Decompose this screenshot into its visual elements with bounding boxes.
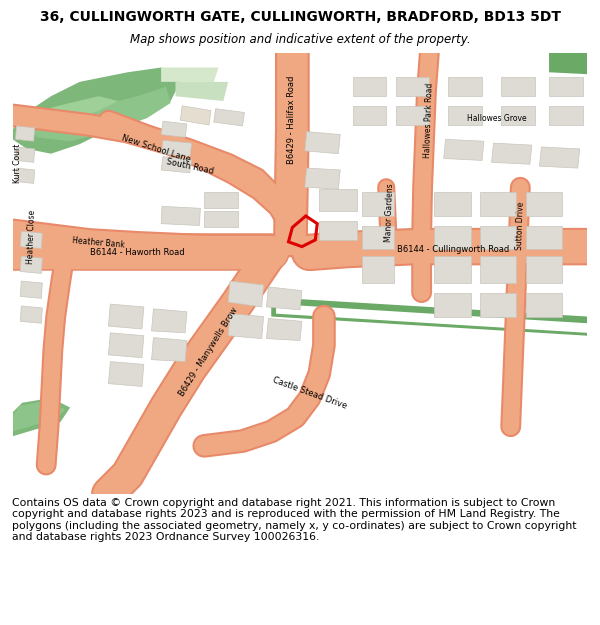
Polygon shape — [319, 189, 358, 211]
Text: South Road: South Road — [166, 157, 214, 176]
Polygon shape — [319, 221, 358, 240]
Text: Contains OS data © Crown copyright and database right 2021. This information is : Contains OS data © Crown copyright and d… — [12, 498, 577, 542]
Polygon shape — [448, 106, 482, 125]
Polygon shape — [204, 211, 238, 227]
Polygon shape — [353, 106, 386, 125]
Polygon shape — [214, 109, 244, 126]
Polygon shape — [161, 68, 218, 82]
Polygon shape — [480, 226, 517, 249]
Polygon shape — [13, 398, 70, 436]
Polygon shape — [526, 292, 562, 316]
Polygon shape — [32, 87, 170, 141]
Polygon shape — [362, 226, 394, 249]
Polygon shape — [109, 361, 144, 386]
Polygon shape — [549, 53, 587, 58]
Polygon shape — [362, 192, 394, 216]
Text: 36, CULLINGWORTH GATE, CULLINGWORTH, BRADFORD, BD13 5DT: 36, CULLINGWORTH GATE, CULLINGWORTH, BRA… — [40, 10, 560, 24]
Text: Map shows position and indicative extent of the property.: Map shows position and indicative extent… — [130, 33, 470, 46]
Polygon shape — [501, 77, 535, 96]
Polygon shape — [161, 121, 187, 138]
Polygon shape — [109, 333, 144, 357]
Polygon shape — [305, 132, 340, 154]
Polygon shape — [152, 309, 187, 333]
Polygon shape — [152, 338, 187, 361]
Polygon shape — [526, 256, 562, 283]
Polygon shape — [51, 96, 118, 120]
Polygon shape — [161, 157, 192, 173]
Polygon shape — [396, 106, 430, 125]
Polygon shape — [228, 314, 263, 339]
Polygon shape — [396, 77, 430, 96]
Polygon shape — [204, 192, 238, 208]
Polygon shape — [161, 206, 200, 226]
Polygon shape — [539, 147, 580, 168]
Polygon shape — [228, 281, 263, 307]
Polygon shape — [20, 231, 43, 249]
Polygon shape — [161, 140, 192, 157]
Polygon shape — [480, 256, 517, 283]
Polygon shape — [20, 256, 43, 274]
Text: Hallowes Park Road: Hallowes Park Road — [424, 82, 435, 158]
Polygon shape — [175, 82, 228, 101]
Text: Kurt Court: Kurt Court — [13, 144, 22, 183]
Polygon shape — [526, 226, 562, 249]
Polygon shape — [16, 126, 35, 141]
Text: Sutton Drive: Sutton Drive — [515, 201, 526, 250]
Text: New School Lane: New School Lane — [121, 134, 192, 164]
Polygon shape — [549, 106, 583, 125]
Polygon shape — [434, 192, 470, 216]
Polygon shape — [501, 106, 535, 125]
Polygon shape — [549, 77, 583, 96]
Polygon shape — [305, 168, 340, 189]
Polygon shape — [13, 68, 180, 154]
Polygon shape — [443, 139, 484, 161]
Polygon shape — [480, 192, 517, 216]
Polygon shape — [16, 168, 35, 183]
Polygon shape — [448, 77, 482, 96]
Text: Hallowes Grove: Hallowes Grove — [467, 114, 526, 122]
Polygon shape — [266, 319, 302, 341]
Text: B6144 - Cullingworth Road: B6144 - Cullingworth Road — [397, 245, 509, 254]
Polygon shape — [434, 256, 470, 283]
Polygon shape — [20, 306, 43, 323]
Polygon shape — [180, 106, 211, 125]
Polygon shape — [434, 226, 470, 249]
Polygon shape — [271, 298, 587, 336]
Polygon shape — [109, 304, 144, 329]
Polygon shape — [16, 147, 35, 162]
Polygon shape — [549, 58, 587, 74]
Polygon shape — [480, 292, 517, 316]
Polygon shape — [362, 256, 394, 283]
Polygon shape — [434, 292, 470, 316]
Text: Manor Gardens: Manor Gardens — [383, 184, 395, 242]
Polygon shape — [276, 304, 587, 333]
Polygon shape — [491, 143, 532, 164]
Polygon shape — [266, 287, 302, 310]
Polygon shape — [526, 192, 562, 216]
Polygon shape — [353, 77, 386, 96]
Text: Heather Bank: Heather Bank — [72, 236, 125, 249]
Text: B6429 - Manywells Brow: B6429 - Manywells Brow — [178, 306, 240, 398]
Polygon shape — [13, 401, 65, 431]
Text: Castle Stead Drive: Castle Stead Drive — [271, 376, 348, 411]
Text: B6144 - Haworth Road: B6144 - Haworth Road — [90, 248, 184, 257]
Text: Heather Close: Heather Close — [26, 210, 37, 264]
Polygon shape — [20, 281, 43, 298]
Text: B6429 - Halifax Road: B6429 - Halifax Road — [287, 76, 296, 164]
